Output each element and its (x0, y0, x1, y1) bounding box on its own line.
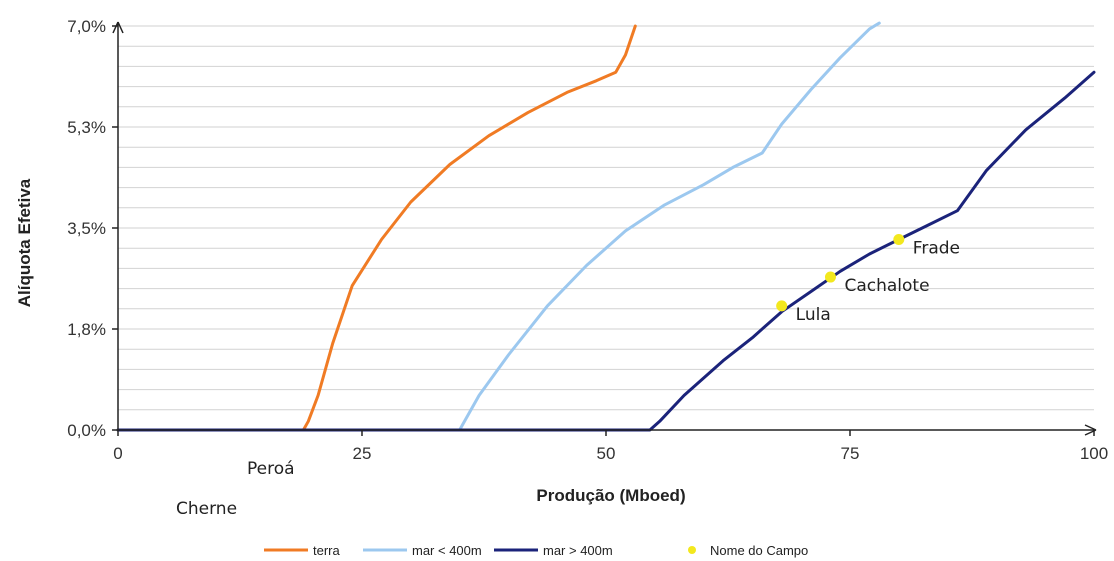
legend-label-mar-gt-400: mar > 400m (543, 543, 613, 558)
legend-swatch-nome-do-campo (688, 546, 696, 554)
x-tick-label: 25 (353, 444, 372, 463)
y-tick-label: 3,5% (67, 219, 106, 238)
field-point (776, 300, 788, 312)
legend: terra mar < 400m mar > 400m Nome do Camp… (264, 543, 808, 558)
y-axis-arrow (112, 21, 124, 34)
x-tick-label: 50 (597, 444, 616, 463)
y-tick-label: 1,8% (67, 320, 106, 339)
field-point-label: Frade (913, 239, 960, 259)
field-point-label: Lula (796, 305, 831, 325)
legend-label-nome-do-campo: Nome do Campo (710, 543, 808, 558)
field-point (824, 271, 836, 283)
x-tick-label: 75 (841, 444, 860, 463)
grid (118, 25, 1094, 411)
series-layer (116, 21, 1096, 432)
y-tick-label: 5,3% (67, 118, 106, 137)
field-label-peroa: Peroá (247, 459, 295, 479)
x-tick-label: 100 (1080, 444, 1108, 463)
x-tick-label: 0 (113, 444, 122, 463)
series-line-1 (116, 24, 637, 432)
legend-label-terra: terra (313, 543, 341, 558)
field-point-label: Cachalote (844, 276, 929, 296)
x-axis-title: Produção (Mboed) (536, 486, 685, 505)
y-tick-label: 7,0% (67, 17, 106, 36)
y-axis-title: Alíquota Efetiva (15, 178, 34, 307)
field-label-cherne: Cherne (176, 499, 237, 519)
points-layer: Lula Cachalote Frade (776, 234, 960, 325)
legend-label-mar-lt-400: mar < 400m (412, 543, 482, 558)
ticks: 0,0% 1,8% 3,5% 5,3% 7,0% 0 25 50 75 100 (67, 17, 1108, 463)
series-line-2 (116, 21, 881, 432)
y-tick-label: 0,0% (67, 421, 106, 440)
field-point (893, 234, 905, 246)
series-line-3 (116, 70, 1096, 432)
